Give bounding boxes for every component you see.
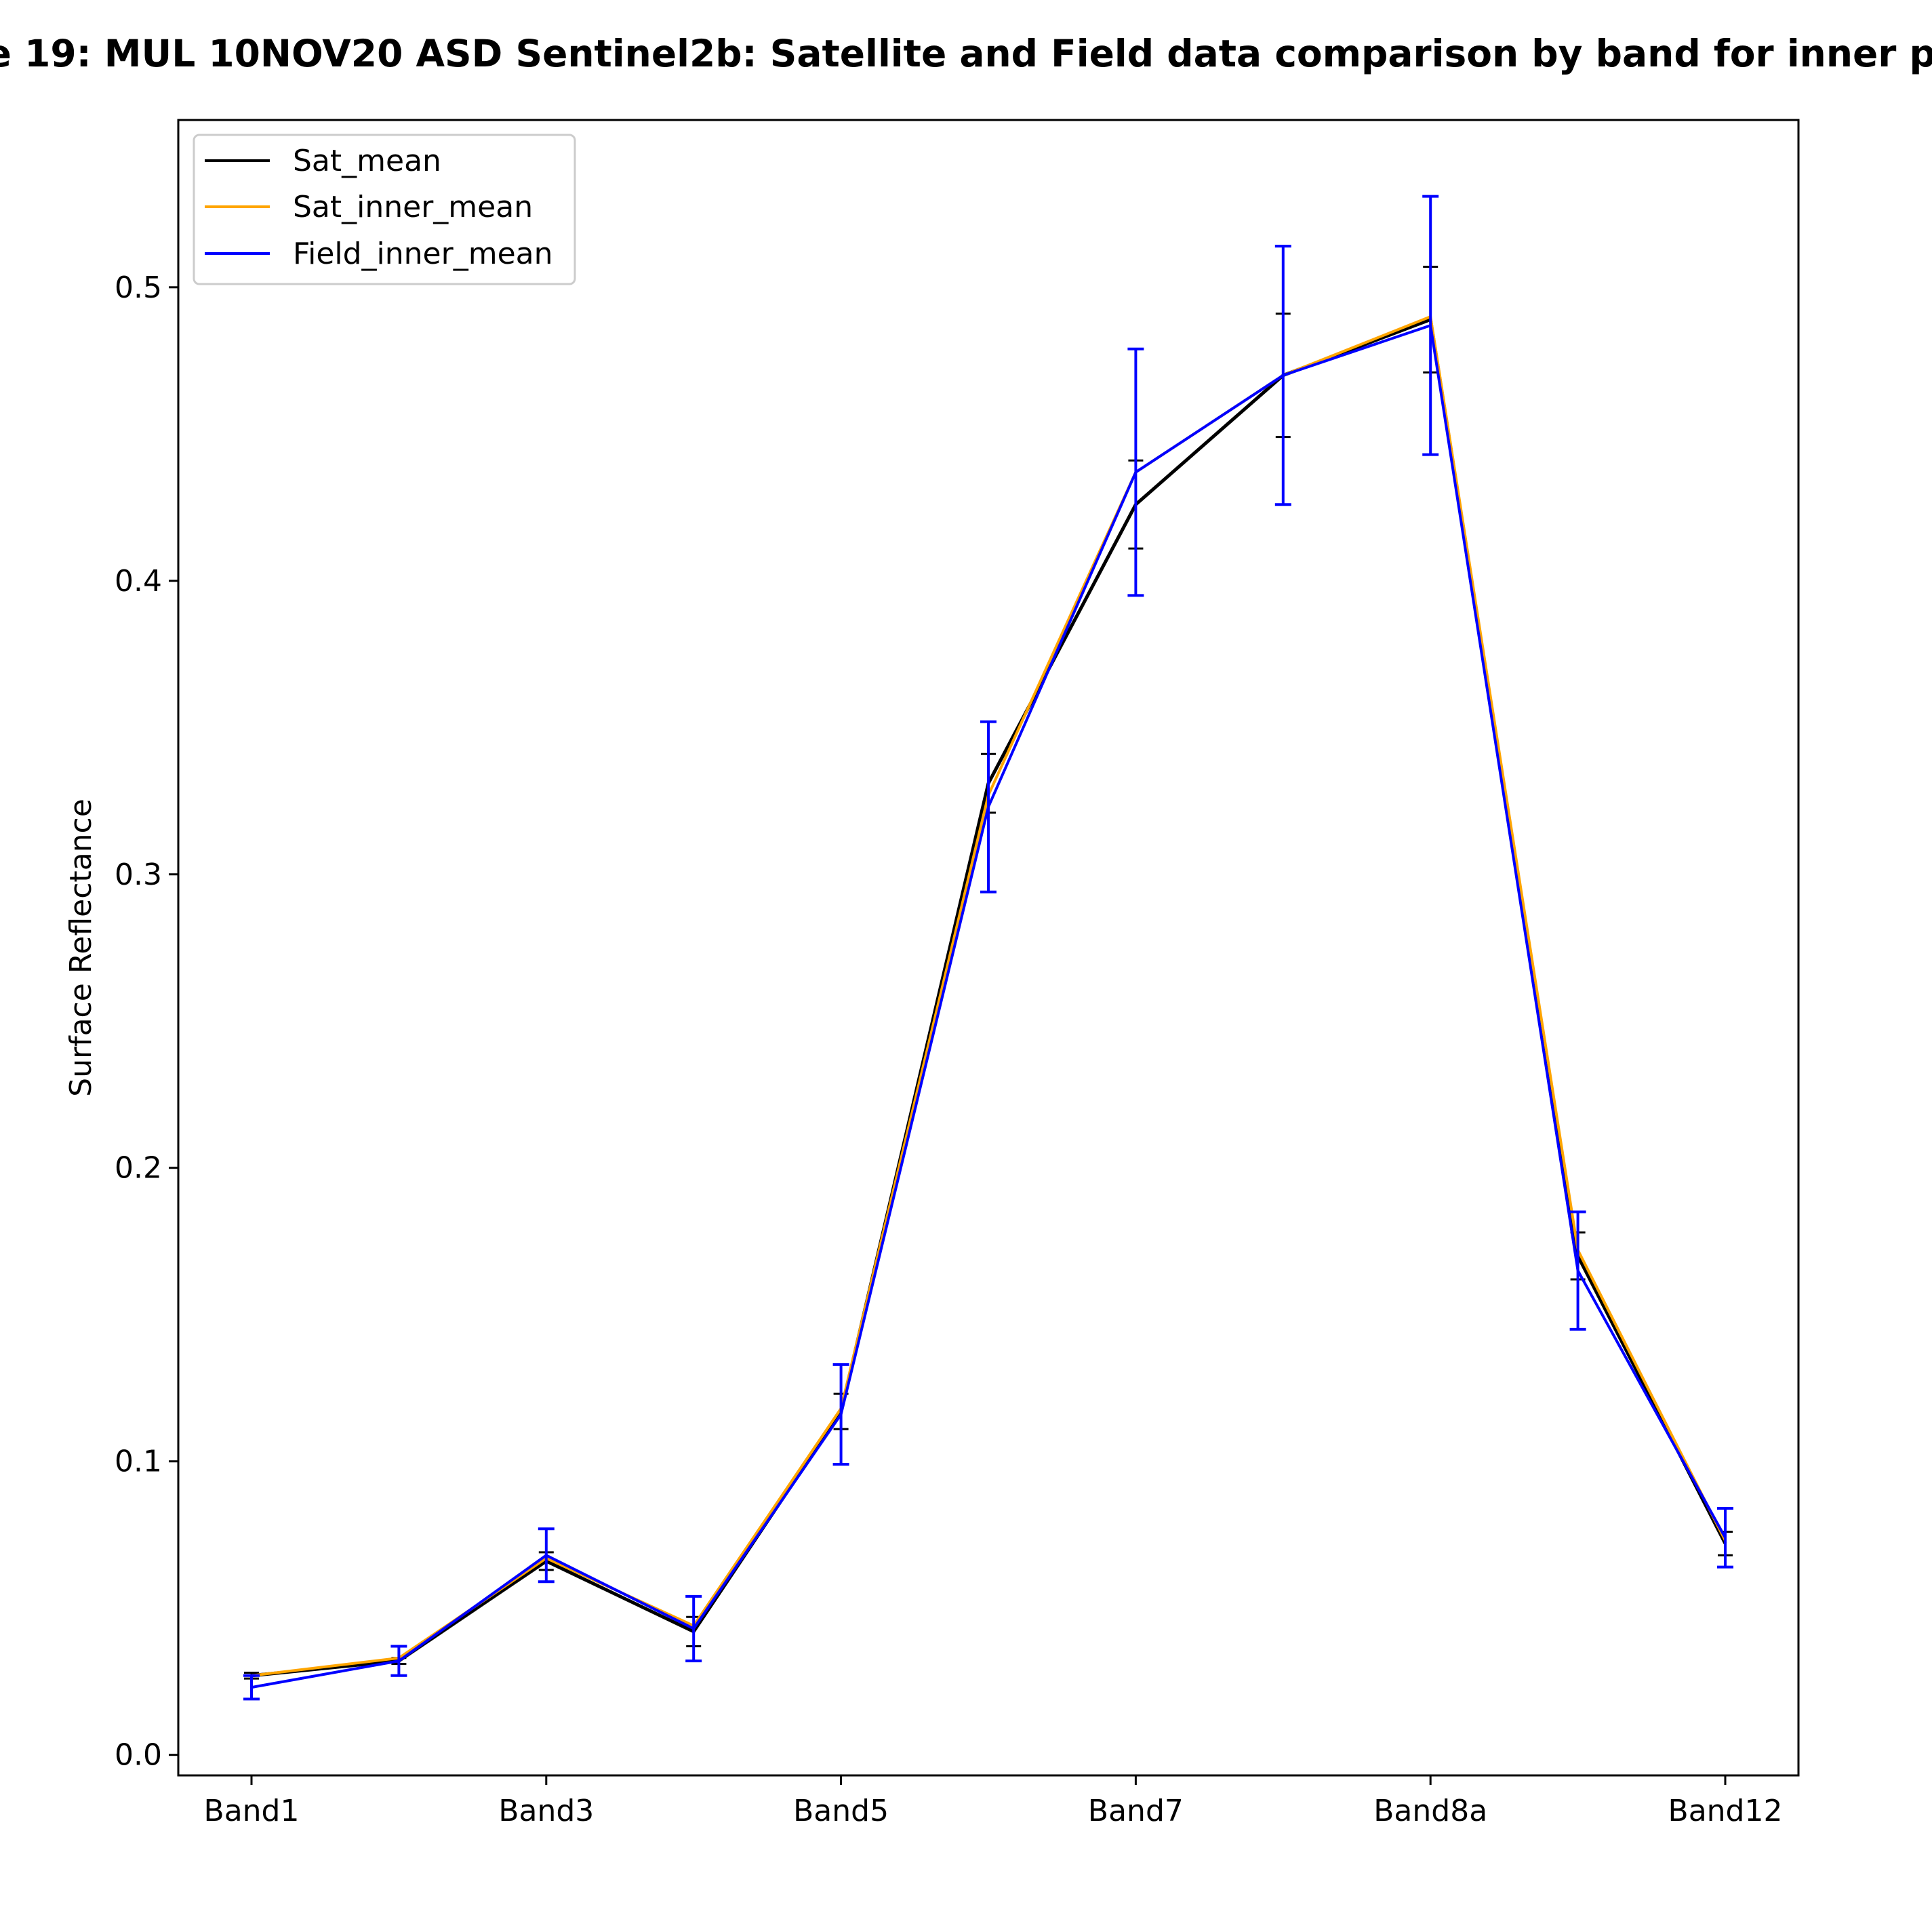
x-tick-label: Band12 bbox=[1668, 1794, 1783, 1828]
legend: Sat_mean Sat_inner_mean Field_inner_mean bbox=[193, 134, 576, 285]
series-field-inner-mean bbox=[243, 195, 1733, 1701]
legend-label-field-inner-mean: Field_inner_mean bbox=[293, 237, 553, 271]
y-tick-label: 0.5 bbox=[115, 270, 162, 305]
plot-area bbox=[243, 195, 1733, 1701]
x-tick-label: Band3 bbox=[498, 1794, 594, 1828]
y-tick-label: 0.0 bbox=[115, 1738, 162, 1773]
x-tick-label: Band5 bbox=[793, 1794, 889, 1828]
y-tick-label: 0.1 bbox=[115, 1445, 162, 1479]
legend-label-sat-inner-mean: Sat_inner_mean bbox=[293, 190, 533, 224]
axes-frame bbox=[177, 119, 1800, 1777]
y-tick-label: 0.4 bbox=[115, 564, 162, 599]
y-tick-label: 0.3 bbox=[115, 858, 162, 892]
y-axis-label: Surface Reflectance bbox=[64, 799, 98, 1097]
legend-label-sat-mean: Sat_mean bbox=[293, 144, 441, 178]
x-tick-label: Band1 bbox=[204, 1794, 300, 1828]
axis-ticks: 0.0 0.1 0.2 0.3 0.4 0.5 Band1 Band3 Band5 Band7 Ba… bbox=[115, 270, 1782, 1828]
legend-box bbox=[193, 134, 576, 285]
x-tick-label: Band8a bbox=[1373, 1794, 1487, 1828]
line-field-inner-mean bbox=[251, 324, 1727, 1689]
chart-title: Site 19: MUL 10NOV20 ASD Sentinel2b: Sat… bbox=[0, 32, 1932, 75]
x-tick-label: Band7 bbox=[1088, 1794, 1184, 1828]
y-tick-label: 0.2 bbox=[115, 1151, 162, 1186]
